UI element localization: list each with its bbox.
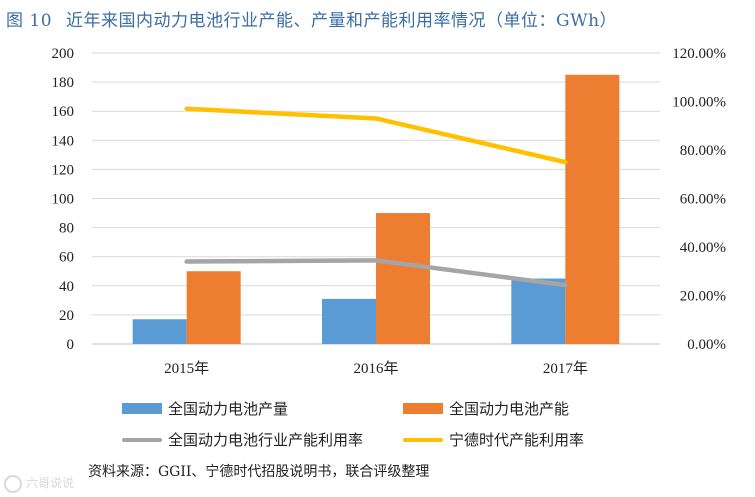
- chart-title: 图 10 近年来国内动力电池行业产能、产量和产能利用率情况（单位：GWh）: [6, 6, 617, 31]
- left-axis-tick-label: 20: [59, 308, 74, 324]
- left-axis-tick-label: 60: [59, 250, 74, 266]
- legend-item-capacity: 全国动力电池产能: [403, 398, 569, 419]
- right-axis-tick-label: 20.00%: [680, 289, 726, 305]
- legend-label-production: 全国动力电池产量: [168, 400, 289, 418]
- right-axis-tick-label: 40.00%: [680, 240, 726, 256]
- left-axis-tick-label: 200: [52, 46, 75, 62]
- bar-production: [511, 278, 566, 344]
- left-axis-tick-label: 0: [67, 337, 75, 353]
- x-axis-tick-label: 2017年: [543, 360, 588, 377]
- bar-capacity: [186, 271, 241, 344]
- watermark-logo-icon: [4, 474, 22, 493]
- bar-capacity: [565, 74, 620, 344]
- legend-swatch-production: [122, 403, 162, 414]
- left-axis-tick-label: 100: [52, 192, 75, 208]
- left-axis-tick-label: 80: [59, 221, 74, 237]
- left-axis-tick-label: 140: [52, 133, 75, 149]
- x-axis-tick-label: 2016年: [353, 360, 398, 377]
- right-axis-tick-label: 80.00%: [680, 143, 726, 159]
- source-note: 资料来源：GGII、宁德时代招股说明书，联合评级整理: [88, 464, 430, 480]
- chart-plot: 0 20 40 60 80 100 120 140 160 180 200 0.00% 20.00% 4…: [52, 46, 727, 377]
- right-axis-tick-label: 60.00%: [680, 192, 726, 208]
- x-axis-tick-label: 2015年: [164, 360, 209, 377]
- right-axis-tick-label: 0.00%: [687, 337, 726, 353]
- legend-swatch-catl-utilization: [403, 437, 443, 442]
- right-axis-tick-label: 100.00%: [672, 95, 726, 111]
- bar-production: [132, 319, 187, 344]
- legend-item-production: 全国动力电池产量: [122, 398, 288, 419]
- watermark-text: 六哥说说: [26, 476, 75, 490]
- legend-label-capacity: 全国动力电池产能: [449, 400, 570, 418]
- left-axis-tick-label: 120: [52, 162, 75, 178]
- bar-capacity: [376, 213, 430, 344]
- legend-swatch-industry-utilization: [122, 437, 162, 442]
- legend-label-catl-utilization: 宁德时代产能利用率: [449, 431, 585, 449]
- legend-label-industry-utilization: 全国动力电池行业产能利用率: [168, 431, 364, 449]
- left-axis-tick-label: 180: [52, 75, 75, 91]
- legend-swatch-capacity: [403, 403, 443, 414]
- left-axis-tick-label: 40: [59, 279, 74, 295]
- legend-item-catl-utilization: 宁德时代产能利用率: [403, 429, 584, 450]
- legend-item-industry-utilization: 全国动力电池行业产能利用率: [122, 429, 363, 450]
- right-axis-tick-label: 120.00%: [672, 46, 726, 62]
- bar-production: [322, 298, 376, 344]
- line-industry-utilization: [184, 258, 568, 288]
- figure-number: 图 10: [6, 11, 53, 31]
- title-text: 近年来国内动力电池行业产能、产量和产能利用率情况（单位：GWh）: [66, 11, 618, 31]
- left-axis-tick-label: 160: [52, 104, 75, 120]
- line-catl-utilization: [184, 106, 568, 165]
- watermark: 六哥说说: [4, 474, 74, 493]
